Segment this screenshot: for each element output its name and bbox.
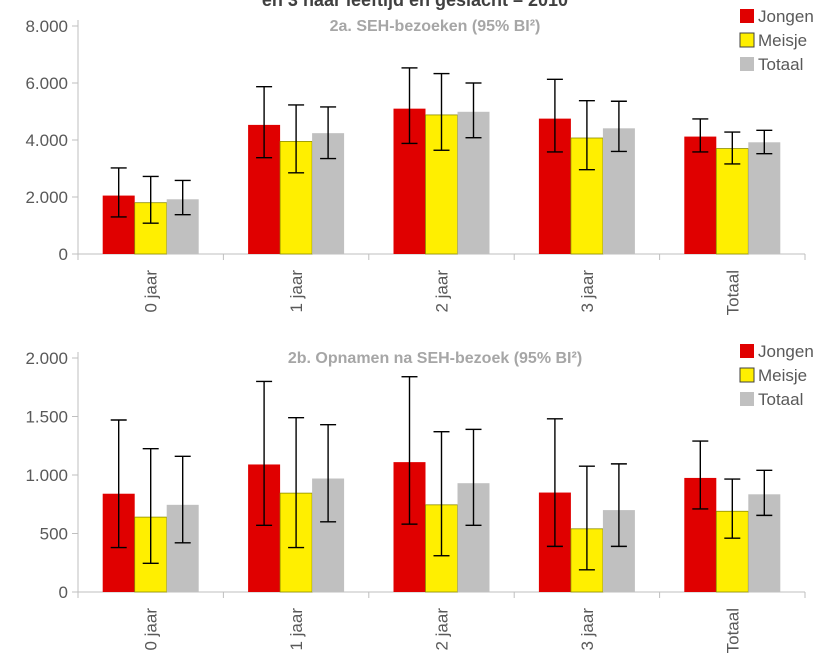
y-tick-label: 2.000 xyxy=(25,349,68,368)
bar-totaal xyxy=(748,142,781,254)
y-tick-label: 0 xyxy=(59,245,68,264)
chart-title: 2a. SEH-bezoeken (95% BI²) xyxy=(330,18,541,35)
page-title: en 3 naar leeftijd en geslacht – 2010 xyxy=(262,0,568,10)
legend-swatch xyxy=(740,9,754,23)
y-tick-label: 500 xyxy=(40,525,68,544)
chart-opnamen: 0 500 1.000 1.500 2.000 0 jaar 1 jaar 2 jaar 3 j… xyxy=(25,342,813,653)
legend-label: Jongen xyxy=(758,342,814,361)
legend-label: Meisje xyxy=(758,366,807,385)
category-label: 1 jaar xyxy=(287,270,306,313)
y-tick-label: 4.000 xyxy=(25,131,68,150)
y-tick-label: 1.000 xyxy=(25,466,68,485)
category-label: Totaal xyxy=(723,608,742,653)
y-tick-label: 0 xyxy=(59,583,68,602)
legend-label: Meisje xyxy=(758,31,807,50)
chart-seh-bezoeken: 0 2.000 4.000 6.000 8.000 0 jaar 1 jaar 2 jaar 3… xyxy=(25,7,813,315)
legend-swatch xyxy=(740,392,754,406)
chart-title: 2b. Opnamen na SEH-bezoek (95% BI²) xyxy=(288,350,582,367)
legend-swatch xyxy=(740,57,754,71)
legend-swatch xyxy=(739,367,755,383)
category-label: 2 jaar xyxy=(433,270,452,313)
legend-label: Totaal xyxy=(758,390,803,409)
bar-meisje xyxy=(715,148,749,255)
legend-label: Totaal xyxy=(758,55,803,74)
y-tick-label: 8.000 xyxy=(25,17,68,36)
y-tick-label: 6.000 xyxy=(25,74,68,93)
category-label: 0 jaar xyxy=(142,270,161,313)
category-label: 3 jaar xyxy=(578,608,597,651)
category-label: Totaal xyxy=(723,270,742,315)
legend-swatch xyxy=(740,344,754,358)
bar-jongen xyxy=(684,136,717,254)
category-label: 1 jaar xyxy=(287,608,306,651)
legend-label: Jongen xyxy=(758,7,814,26)
legend-swatch xyxy=(739,32,755,48)
category-label: 0 jaar xyxy=(142,608,161,651)
y-tick-label: 1.500 xyxy=(25,408,68,427)
category-label: 2 jaar xyxy=(433,608,452,651)
y-tick-label: 2.000 xyxy=(25,188,68,207)
category-label: 3 jaar xyxy=(578,270,597,313)
